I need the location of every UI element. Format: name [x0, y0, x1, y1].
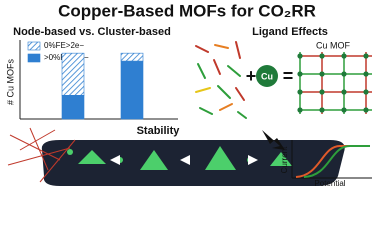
mof-node	[297, 53, 303, 59]
mof-node	[297, 89, 303, 95]
plus: +	[246, 66, 257, 86]
bars	[61, 52, 144, 120]
bar-segment	[120, 60, 144, 120]
bar-segment	[120, 52, 144, 62]
mof-node	[341, 71, 347, 77]
ligand-title: Ligand Effects	[252, 26, 328, 38]
mof-node	[341, 107, 347, 113]
curve-red	[295, 145, 370, 178]
bar-segment	[61, 52, 85, 96]
equals: =	[283, 66, 294, 86]
mof-label: Cu MOF	[316, 40, 351, 50]
cu-label: Cu	[261, 71, 273, 81]
mof-node	[297, 71, 303, 77]
mof-node	[297, 107, 303, 113]
mof-node	[363, 107, 369, 113]
mof-node	[363, 71, 369, 77]
mof-node	[319, 107, 325, 113]
mof-node	[363, 89, 369, 95]
lattice	[7, 127, 76, 183]
curve-green	[303, 145, 370, 178]
mof-node	[341, 89, 347, 95]
legend-swatch	[27, 41, 41, 51]
bar-segment	[61, 95, 85, 120]
pointer-arrow	[262, 130, 285, 150]
legend-swatch	[27, 53, 41, 63]
curve-x-label: Potential	[314, 179, 345, 188]
graphical-abstract: Copper-Based MOFs for CO₂RR Node-based v…	[5, 1, 372, 188]
mof-node	[319, 89, 325, 95]
mof-node	[341, 53, 347, 59]
cu-node	[256, 65, 278, 87]
title: Copper-Based MOFs for CO₂RR	[58, 1, 316, 20]
y-axis-label: # Cu MOFs	[5, 59, 15, 106]
arrows	[110, 155, 258, 165]
mof-node	[319, 53, 325, 59]
clusters	[67, 146, 292, 170]
legend-label: 0%FE>2e−	[44, 41, 84, 50]
mof-grid	[297, 52, 372, 114]
mof-node	[363, 53, 369, 59]
stability-title: Stability	[137, 125, 181, 137]
ligands	[195, 41, 247, 119]
mof-node	[319, 71, 325, 77]
chart-title: Node-based vs. Cluster-based	[13, 26, 171, 38]
curve-y-label: Current	[280, 146, 289, 173]
electrode	[41, 140, 345, 186]
